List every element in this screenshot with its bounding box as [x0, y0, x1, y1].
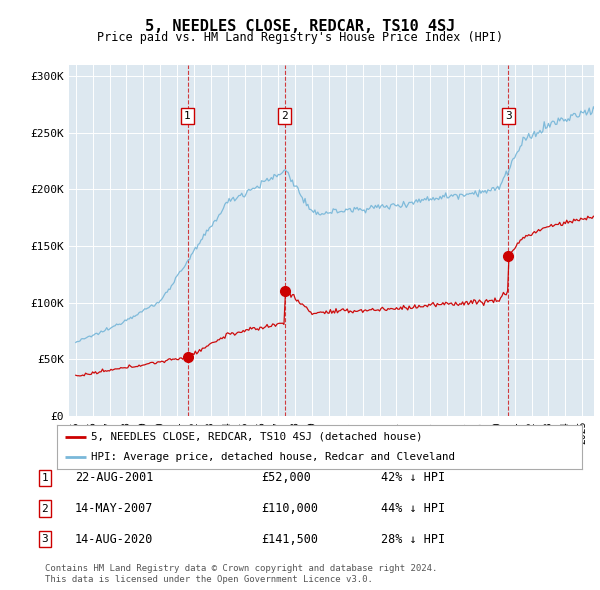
Text: £141,500: £141,500 — [261, 533, 318, 546]
Text: 14-MAY-2007: 14-MAY-2007 — [75, 502, 154, 515]
Text: £110,000: £110,000 — [261, 502, 318, 515]
Text: Price paid vs. HM Land Registry's House Price Index (HPI): Price paid vs. HM Land Registry's House … — [97, 31, 503, 44]
Text: 44% ↓ HPI: 44% ↓ HPI — [381, 502, 445, 515]
Text: 5, NEEDLES CLOSE, REDCAR, TS10 4SJ: 5, NEEDLES CLOSE, REDCAR, TS10 4SJ — [145, 19, 455, 34]
Text: 42% ↓ HPI: 42% ↓ HPI — [381, 471, 445, 484]
Text: This data is licensed under the Open Government Licence v3.0.: This data is licensed under the Open Gov… — [45, 575, 373, 584]
Text: Contains HM Land Registry data © Crown copyright and database right 2024.: Contains HM Land Registry data © Crown c… — [45, 565, 437, 573]
Text: 3: 3 — [505, 111, 512, 121]
Text: 28% ↓ HPI: 28% ↓ HPI — [381, 533, 445, 546]
Text: 5, NEEDLES CLOSE, REDCAR, TS10 4SJ (detached house): 5, NEEDLES CLOSE, REDCAR, TS10 4SJ (deta… — [91, 432, 422, 442]
Text: £52,000: £52,000 — [261, 471, 311, 484]
Text: 2: 2 — [41, 504, 49, 513]
Text: 1: 1 — [184, 111, 191, 121]
Text: 3: 3 — [41, 535, 49, 544]
Text: 14-AUG-2020: 14-AUG-2020 — [75, 533, 154, 546]
Text: 1: 1 — [41, 473, 49, 483]
Text: HPI: Average price, detached house, Redcar and Cleveland: HPI: Average price, detached house, Redc… — [91, 452, 455, 462]
Text: 2: 2 — [281, 111, 288, 121]
Text: 22-AUG-2001: 22-AUG-2001 — [75, 471, 154, 484]
